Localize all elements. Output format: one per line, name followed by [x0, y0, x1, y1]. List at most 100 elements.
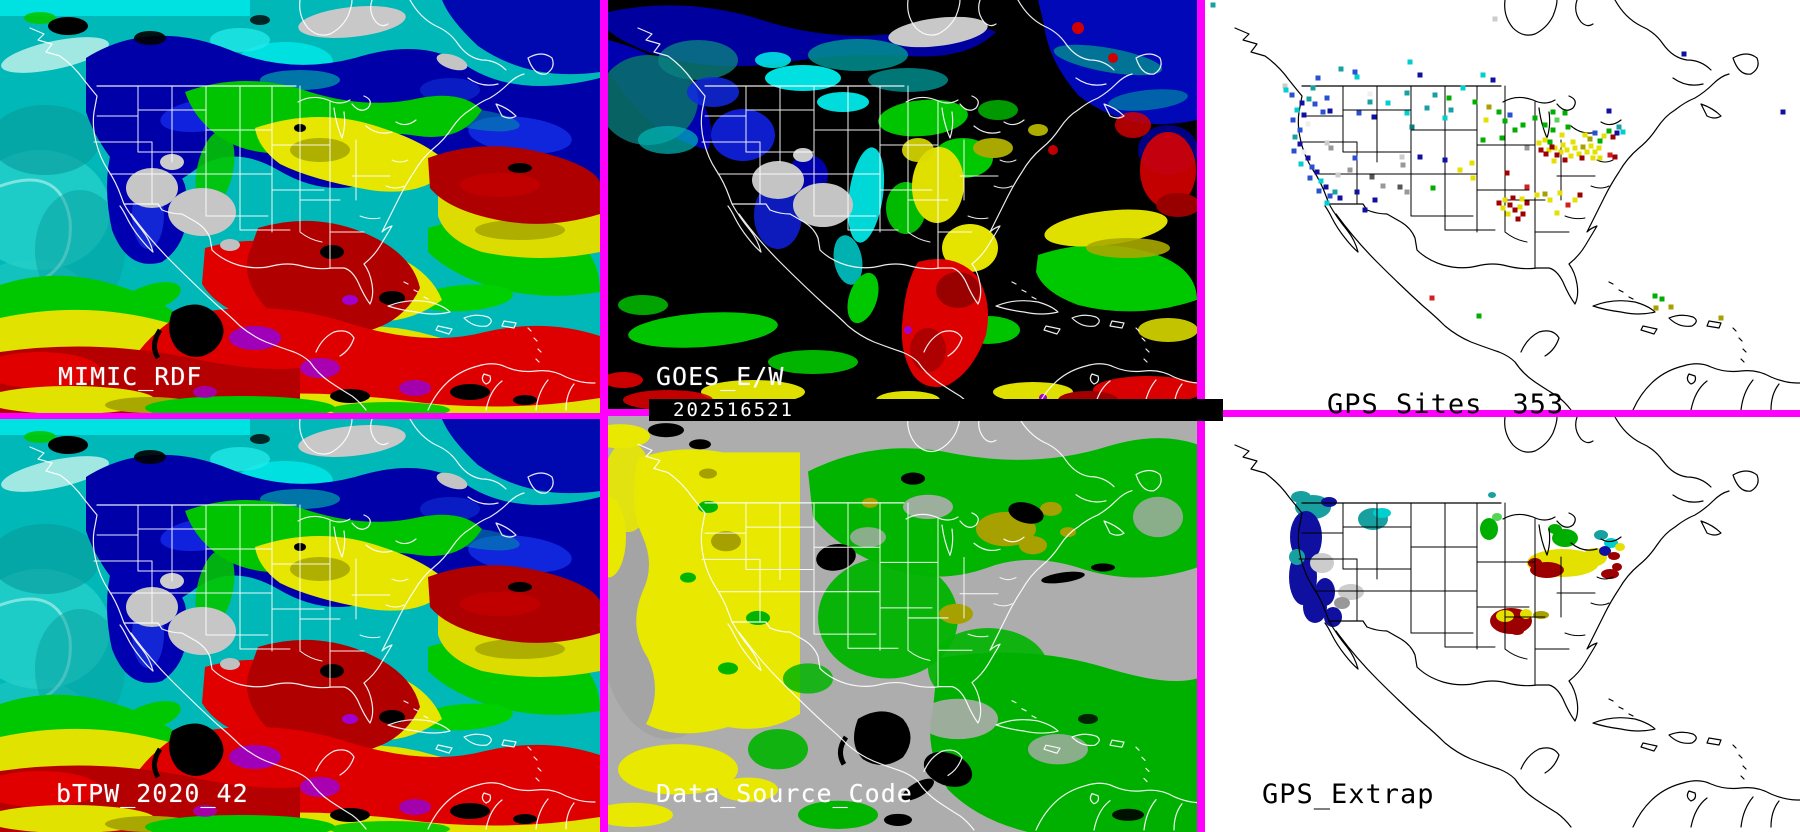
gps-site-dot: [1347, 167, 1353, 173]
gps-site-dot: [1352, 155, 1358, 161]
gps-site-dot: [1607, 152, 1613, 158]
gps-site-dot: [1596, 145, 1602, 151]
gps-extrap-blob: [1612, 563, 1622, 571]
gps-extrap-blob: [1548, 524, 1562, 534]
gps-extrap-blob: [1601, 569, 1619, 579]
gps-site-dot: [1305, 155, 1311, 161]
gps-site-dot: [1457, 167, 1463, 173]
gps-site-dot: [1417, 72, 1423, 78]
panel-data-source: [608, 416, 1197, 832]
gps-site-dot: [1552, 145, 1558, 151]
gps-site-dot: [1542, 137, 1548, 143]
gps-site-dot: [1306, 96, 1312, 102]
gps-site-dot: [1335, 172, 1341, 178]
gps-sites-dot-layer: [1210, 2, 1786, 321]
gps-site-dot: [1323, 184, 1329, 190]
gps-site-dot: [1476, 313, 1482, 319]
gps-site-dot: [1327, 193, 1333, 199]
gps-site-dot: [1354, 74, 1360, 80]
gps-extrap-blob: [1599, 546, 1611, 556]
gps-site-dot: [1576, 151, 1582, 157]
gps-site-dot: [1502, 118, 1508, 124]
panel-btpw: [0, 419, 600, 832]
gps-site-dot: [1367, 91, 1373, 97]
gps-extrap-blob: [1289, 549, 1305, 565]
gps-site-dot: [1557, 190, 1563, 196]
gps-site-dot: [1543, 151, 1549, 157]
gps-site-dot: [1446, 95, 1452, 101]
gps-site-dot: [1315, 75, 1321, 81]
gps-site-dot: [1572, 197, 1578, 203]
divider-horizontal-left: [0, 413, 600, 419]
gps-site-dot: [1490, 77, 1496, 83]
gps-sites-label: GPS Sites 353: [1258, 358, 1564, 451]
gps-extrap-blob: [1321, 497, 1337, 507]
gps-site-dot: [1409, 124, 1415, 130]
gps-site-dot: [1312, 101, 1318, 107]
goes-imagery: [608, 0, 1197, 409]
gps-site-dot: [1470, 175, 1476, 181]
gps-site-dot: [1442, 157, 1448, 163]
panel-gps-sites: [1205, 0, 1800, 410]
gps-site-dot: [1515, 216, 1521, 222]
gps-site-dot: [1507, 112, 1513, 118]
gps-sites-label-text: GPS Sites: [1327, 389, 1483, 420]
gps-site-dot: [1610, 134, 1616, 140]
gps-site-dot: [1480, 137, 1486, 143]
gps-site-dot: [1297, 141, 1303, 147]
gps-site-dot: [1546, 147, 1552, 153]
gps-site-dot: [1519, 196, 1525, 202]
gps-site-dot: [1310, 85, 1316, 91]
gps-site-dot: [1499, 135, 1505, 141]
gps-site-dot: [1469, 160, 1475, 166]
gps-site-dot: [1314, 169, 1320, 175]
gps-site-dot: [1397, 184, 1403, 190]
gps-extrap-blob: [1552, 529, 1578, 547]
btpw-imagery: [0, 419, 600, 832]
gps-extrap-map: [1234, 417, 1800, 828]
gps-site-dot: [1367, 99, 1373, 105]
gps-site-dot: [1542, 191, 1548, 197]
mimic-imagery: [0, 0, 600, 413]
gps-site-dot: [1562, 110, 1568, 116]
gps-site-dot: [1562, 157, 1568, 163]
gps-site-dot: [1294, 107, 1300, 113]
gps-site-dot: [1668, 304, 1674, 310]
gps-site-dot: [1554, 117, 1560, 123]
gps-site-dot: [1551, 158, 1557, 164]
gps-site-dot: [1404, 90, 1410, 96]
gps-site-dot: [1327, 108, 1333, 114]
gps-site-dot: [1316, 188, 1322, 194]
goes-label: GOES_E/W: [656, 362, 785, 391]
gps-site-dot: [1614, 130, 1620, 136]
gps-site-dot: [1505, 211, 1511, 217]
gps-site-dot: [1565, 202, 1571, 208]
gps-sites-count: 353: [1512, 389, 1565, 420]
gps-site-dot: [1520, 211, 1526, 217]
gps-site-dot: [1550, 127, 1556, 133]
btpw-label: bTPW_2020_42: [56, 779, 249, 808]
gps-site-dot: [1404, 110, 1410, 116]
gps-site-dot: [1547, 139, 1553, 145]
gps-site-dot: [1210, 2, 1216, 8]
timestamp-bar: 202516521: [649, 399, 1223, 421]
gps-site-dot: [1564, 147, 1570, 153]
timestamp-text: 202516521: [673, 399, 794, 421]
gps-site-dot: [1496, 200, 1502, 206]
gps-site-dot: [1417, 154, 1423, 160]
gps-site-dot: [1297, 127, 1303, 133]
gps-site-dot: [1320, 109, 1326, 115]
gps-site-dot: [1338, 66, 1344, 72]
gps-site-dot: [1486, 104, 1492, 110]
gps-site-dot: [1542, 122, 1548, 128]
gps-site-dot: [1653, 305, 1659, 311]
gps-site-dot: [1385, 100, 1391, 106]
gps-site-dot: [1492, 16, 1498, 22]
gps-site-dot: [1502, 197, 1508, 203]
gps-site-dot: [1681, 51, 1687, 57]
gps-site-dot: [1307, 175, 1313, 181]
gps-site-dot: [1507, 202, 1513, 208]
gps-extrap-blob: [1608, 552, 1620, 560]
gps-site-dot: [1652, 293, 1658, 299]
divider-horizontal-right: [1205, 410, 1800, 417]
